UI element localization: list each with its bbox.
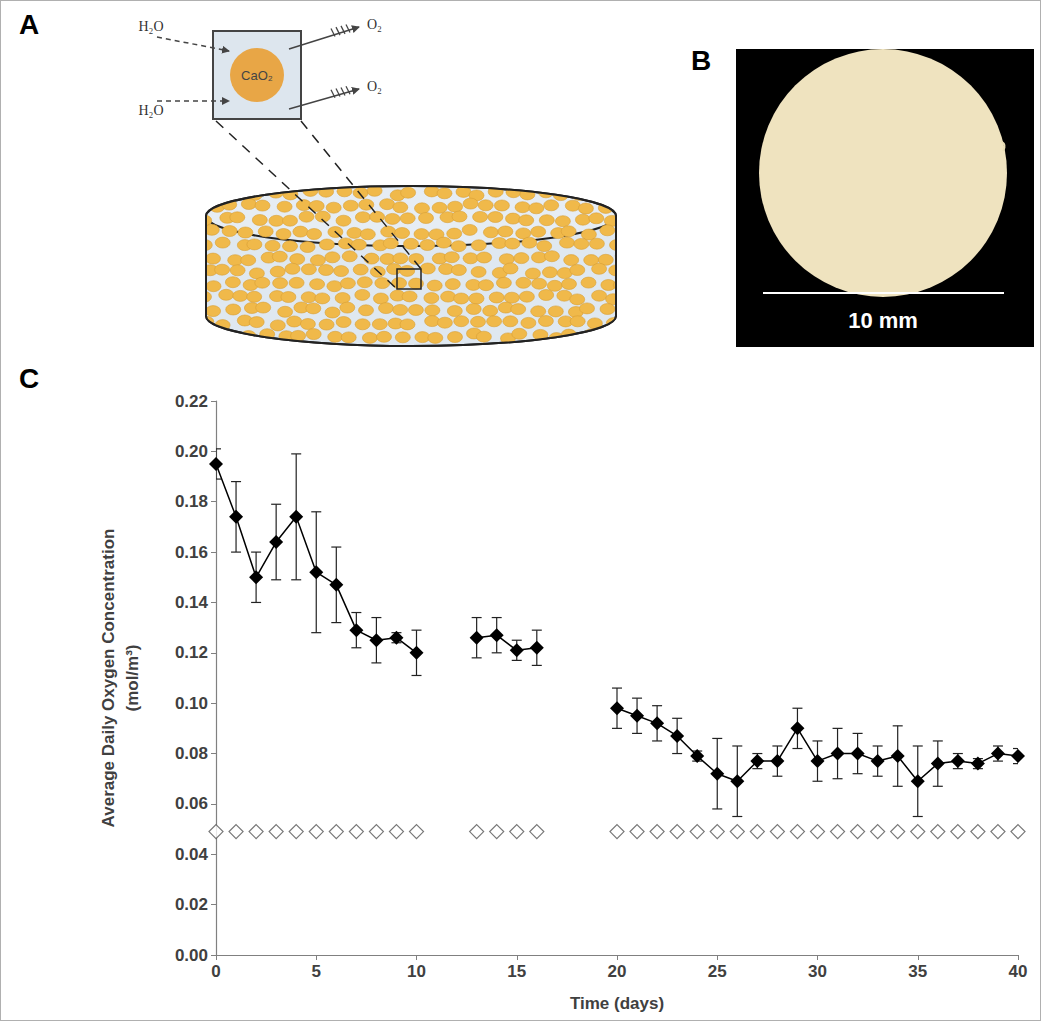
svg-text:15: 15 (507, 962, 526, 981)
svg-text:0.08: 0.08 (175, 744, 208, 763)
svg-text:0.12: 0.12 (175, 643, 208, 662)
html-text:A: A (19, 9, 40, 40)
svg-text:(mol/m³): (mol/m³) (123, 644, 142, 711)
svg-text:0.10: 0.10 (175, 694, 208, 713)
html-text:C: C (19, 363, 40, 394)
svg-text:H₂O: H₂O (138, 103, 163, 118)
svg-text:30: 30 (808, 962, 827, 981)
svg-text:O₂: O₂ (367, 79, 382, 94)
svg-text:0.02: 0.02 (175, 895, 208, 914)
svg-text:0.04: 0.04 (175, 845, 209, 864)
svg-text:O₂: O₂ (367, 17, 382, 32)
svg-text:40: 40 (1009, 962, 1028, 981)
svg-text:25: 25 (708, 962, 727, 981)
svg-text:0.20: 0.20 (175, 442, 208, 461)
svg-text:10 mm: 10 mm (848, 308, 918, 333)
svg-text:0.18: 0.18 (175, 492, 208, 511)
svg-text:0.16: 0.16 (175, 543, 208, 562)
svg-text:20: 20 (608, 962, 627, 981)
svg-text:5: 5 (312, 962, 321, 981)
svg-text:Average Daily Oxygen Concentra: Average Daily Oxygen Concentration (99, 529, 118, 828)
svg-text:H₂O: H₂O (138, 19, 163, 34)
svg-text:0.22: 0.22 (175, 392, 208, 411)
svg-text:0: 0 (211, 962, 220, 981)
html-text:B: B (691, 45, 712, 76)
svg-text:35: 35 (908, 962, 927, 981)
svg-text:CaO₂: CaO₂ (241, 68, 273, 83)
svg-text:0.06: 0.06 (175, 794, 208, 813)
svg-text:Time (days): Time (days) (570, 994, 664, 1013)
svg-text:10: 10 (407, 962, 426, 981)
svg-text:0.00: 0.00 (175, 946, 208, 965)
svg-text:0.14: 0.14 (175, 593, 209, 612)
